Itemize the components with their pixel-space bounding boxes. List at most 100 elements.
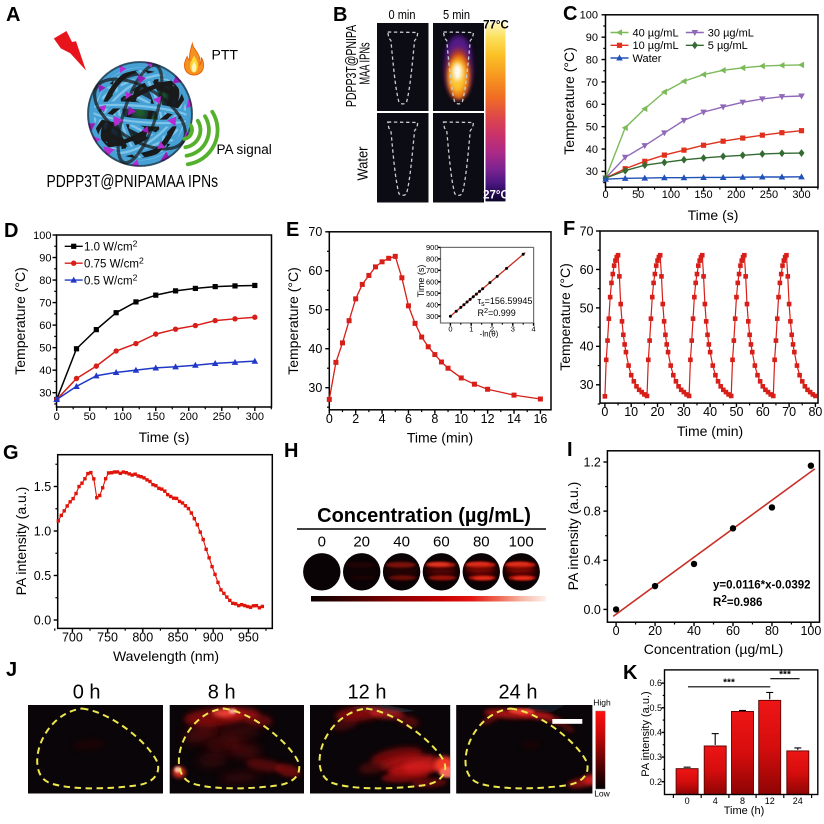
svg-text:30: 30 <box>677 405 691 419</box>
svg-text:80: 80 <box>39 275 51 287</box>
svg-text:2: 2 <box>490 325 494 334</box>
svg-text:20: 20 <box>651 405 665 419</box>
svg-text:950: 950 <box>238 630 259 644</box>
svg-text:3: 3 <box>511 325 515 334</box>
svg-text:24 h: 24 h <box>499 682 538 704</box>
svg-text:16: 16 <box>533 412 547 426</box>
svg-text:***: *** <box>723 678 735 689</box>
svg-text:0: 0 <box>613 624 620 638</box>
svg-text:60: 60 <box>580 263 594 277</box>
svg-text:250: 250 <box>213 411 231 423</box>
svg-text:50: 50 <box>730 405 744 419</box>
svg-text:12: 12 <box>765 796 775 806</box>
svg-text:14: 14 <box>507 412 521 426</box>
svg-text:12: 12 <box>481 412 495 426</box>
svg-text:12 h: 12 h <box>348 682 387 704</box>
svg-text:27°C: 27°C <box>483 190 509 202</box>
svg-text:0: 0 <box>685 796 690 806</box>
svg-text:60: 60 <box>433 534 450 551</box>
svg-text:90: 90 <box>586 32 598 44</box>
svg-text:0.0: 0.0 <box>34 613 51 627</box>
svg-text:300: 300 <box>792 189 810 201</box>
svg-text:10 µg/mL: 10 µg/mL <box>633 40 679 52</box>
svg-text:Temperature (°C): Temperature (°C) <box>561 47 577 155</box>
svg-text:850: 850 <box>168 630 189 644</box>
svg-text:Time (min): Time (min) <box>677 423 743 439</box>
svg-text:80: 80 <box>473 534 490 551</box>
svg-text:Time (s): Time (s) <box>139 429 190 445</box>
svg-text:Concentration (µg/mL): Concentration (µg/mL) <box>644 641 784 657</box>
svg-text:MAA IPNs: MAA IPNs <box>356 42 373 84</box>
svg-text:Wavelength (nm): Wavelength (nm) <box>113 648 219 664</box>
svg-text:40: 40 <box>586 144 598 156</box>
svg-text:300: 300 <box>246 411 264 423</box>
svg-text:0.2: 0.2 <box>649 777 662 787</box>
svg-text:0: 0 <box>54 411 60 423</box>
svg-text:High: High <box>593 698 611 708</box>
svg-text:PDPP3T@PNIPAMAA IPNs: PDPP3T@PNIPAMAA IPNs <box>47 171 219 191</box>
svg-text:900: 900 <box>203 630 224 644</box>
svg-text:I: I <box>567 439 573 461</box>
svg-text:77°C: 77°C <box>483 20 509 32</box>
svg-text:10: 10 <box>454 412 468 426</box>
svg-text:K: K <box>623 662 638 684</box>
svg-text:0.75 W/cm2: 0.75 W/cm2 <box>84 255 144 270</box>
svg-text:50: 50 <box>308 303 322 317</box>
svg-text:30: 30 <box>39 388 51 400</box>
svg-text:30: 30 <box>308 381 322 395</box>
svg-text:60: 60 <box>756 405 770 419</box>
svg-text:-ln(θ): -ln(θ) <box>480 330 499 339</box>
svg-text:1.5: 1.5 <box>34 480 51 494</box>
svg-text:1: 1 <box>469 325 473 334</box>
svg-text:0 h: 0 h <box>73 682 101 704</box>
svg-text:700: 700 <box>426 266 439 275</box>
svg-text:H: H <box>284 440 298 462</box>
svg-text:70: 70 <box>782 405 796 419</box>
svg-text:5 µg/mL: 5 µg/mL <box>708 40 748 52</box>
svg-text:150: 150 <box>694 189 712 201</box>
svg-text:Temperature (°C): Temperature (°C) <box>557 263 573 371</box>
svg-text:R2=0.999: R2=0.999 <box>478 306 516 318</box>
svg-text:8 h: 8 h <box>208 682 236 704</box>
svg-text:PDPP3T@PNIPA: PDPP3T@PNIPA <box>342 25 359 107</box>
svg-text:0.5: 0.5 <box>34 569 51 583</box>
svg-text:100: 100 <box>662 189 680 201</box>
svg-text:20: 20 <box>353 534 370 551</box>
svg-text:60: 60 <box>39 320 51 332</box>
svg-text:70: 70 <box>308 225 322 239</box>
svg-text:600: 600 <box>426 277 439 286</box>
svg-text:80: 80 <box>765 624 779 638</box>
svg-text:0.5: 0.5 <box>649 703 662 713</box>
svg-text:0: 0 <box>448 325 452 334</box>
svg-text:A: A <box>6 4 20 26</box>
svg-text:1.0: 1.0 <box>34 524 51 538</box>
svg-text:50: 50 <box>632 189 644 201</box>
svg-text:0: 0 <box>318 534 326 551</box>
svg-text:700: 700 <box>62 630 83 644</box>
svg-text:2: 2 <box>352 412 359 426</box>
svg-text:PA intensity (a.u.): PA intensity (a.u.) <box>13 487 29 596</box>
svg-text:30 µg/mL: 30 µg/mL <box>708 27 754 39</box>
svg-text:100: 100 <box>33 230 51 242</box>
svg-text:200: 200 <box>180 411 198 423</box>
svg-text:0: 0 <box>601 405 608 419</box>
svg-text:50: 50 <box>580 301 594 315</box>
svg-text:60: 60 <box>726 624 740 638</box>
svg-text:1.2: 1.2 <box>584 455 601 469</box>
svg-text:200: 200 <box>727 189 745 201</box>
svg-text:0.4: 0.4 <box>584 554 601 568</box>
svg-text:300: 300 <box>426 312 439 321</box>
svg-text:100: 100 <box>580 10 598 22</box>
svg-text:6: 6 <box>405 412 412 426</box>
svg-text:70: 70 <box>580 224 594 238</box>
svg-text:***: *** <box>779 670 791 681</box>
svg-text:C: C <box>563 3 577 25</box>
svg-text:5 min: 5 min <box>443 7 470 22</box>
svg-text:PA signal: PA signal <box>217 142 272 157</box>
svg-text:4: 4 <box>532 325 536 334</box>
svg-text:Temperature (°C): Temperature (°C) <box>285 267 301 375</box>
svg-text:50: 50 <box>586 122 598 134</box>
svg-text:J: J <box>6 659 17 681</box>
svg-text:G: G <box>3 442 19 464</box>
svg-text:24: 24 <box>793 796 803 806</box>
